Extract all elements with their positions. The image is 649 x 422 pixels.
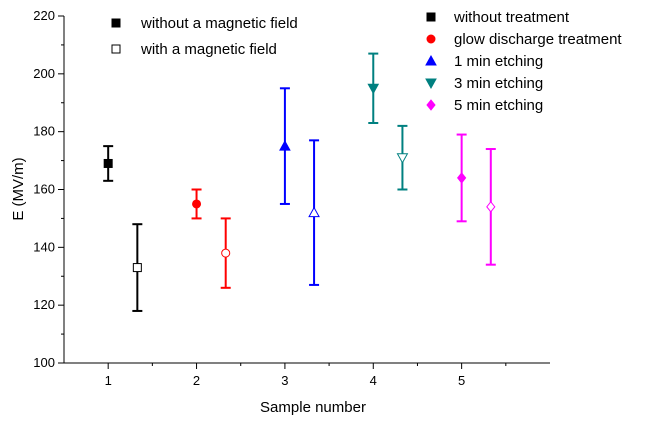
legend-marker [426, 99, 436, 111]
data-point [396, 153, 409, 164]
legend-magnetic-field: without a magnetic field with a magnetic … [111, 15, 298, 58]
legend-marker [111, 18, 121, 28]
y-tick-label: 200 [33, 66, 55, 81]
data-marks [103, 52, 496, 312]
legend-label: 1 min etching [454, 53, 543, 70]
data-point [279, 140, 291, 151]
data-point [132, 263, 142, 273]
x-tick-label: 4 [370, 373, 377, 388]
x-tick-label: 3 [281, 373, 288, 388]
legend-marker [425, 78, 437, 90]
legend-marker [426, 34, 436, 44]
x-axis-ticks: 1 2 3 4 5 [105, 363, 507, 388]
y-axis-ticks: 100 120 140 160 180 200 220 [33, 8, 64, 370]
legend-marker [425, 54, 437, 66]
legend-marker [426, 12, 436, 22]
legend-treatment: without treatment glow discharge treatmen… [425, 9, 622, 114]
data-point [192, 199, 202, 209]
y-tick-label: 100 [33, 355, 55, 370]
data-point [221, 248, 231, 258]
x-axis-label: Sample number [260, 399, 366, 416]
legend-label: with a magnetic field [140, 41, 277, 58]
x-tick-label: 2 [193, 373, 200, 388]
y-tick-label: 220 [33, 8, 55, 23]
legend-label: without a magnetic field [140, 15, 298, 32]
legend-label: 3 min etching [454, 75, 543, 92]
y-tick-label: 160 [33, 182, 55, 197]
data-point [308, 206, 320, 218]
legend-label: without treatment [453, 9, 570, 26]
y-tick-label: 120 [33, 297, 55, 312]
y-axis-label: E (MV/m) [10, 157, 27, 220]
data-point [456, 172, 467, 184]
x-tick-label: 5 [458, 373, 465, 388]
data-point [367, 83, 380, 95]
legend-label: glow discharge treatment [454, 31, 622, 48]
y-tick-label: 180 [33, 124, 55, 139]
data-point [103, 158, 113, 168]
data-point [486, 201, 496, 213]
x-tick-label: 1 [105, 373, 112, 388]
y-tick-label: 140 [33, 239, 55, 254]
legend-label: 5 min etching [454, 97, 543, 114]
legend-marker [111, 44, 121, 54]
